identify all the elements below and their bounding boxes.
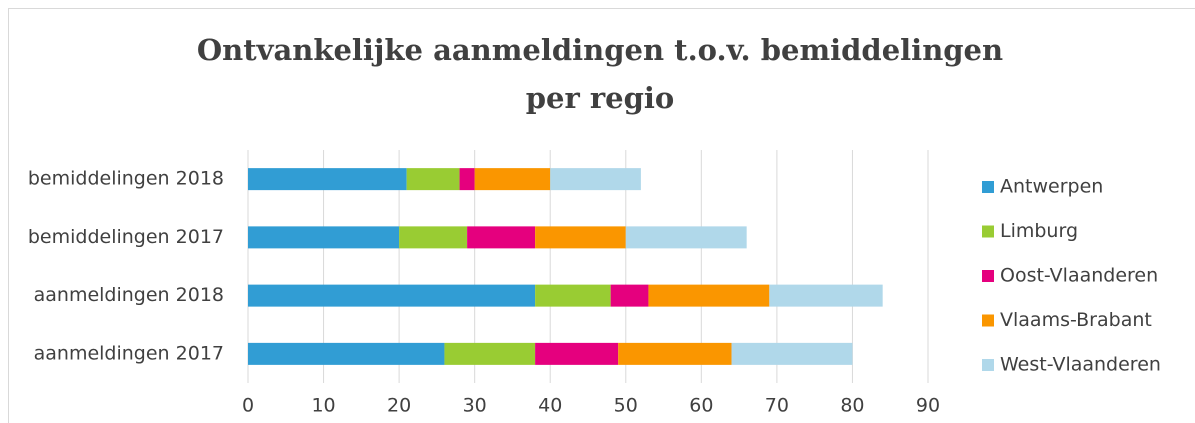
bar-segment [625, 226, 747, 249]
bar-segment [535, 226, 626, 249]
y-tick-label: aanmeldingen 2018 [34, 284, 224, 306]
x-tick-label: 60 [689, 395, 713, 417]
bar-segment [248, 342, 445, 365]
legend-swatch [982, 181, 994, 193]
chart-title: Ontvankelijke aanmeldingen t.o.v. bemidd… [197, 33, 1003, 67]
bar-segment [769, 284, 883, 307]
legend-swatch [982, 270, 994, 282]
legend-label: Vlaams-Brabant [1000, 309, 1152, 331]
chart-border [8, 8, 1195, 423]
bar-segment [248, 284, 536, 307]
bar-segment [474, 168, 551, 191]
bar-segment [459, 168, 475, 191]
bar-segment [550, 168, 641, 191]
bar-segment [535, 284, 611, 307]
bar-segment [648, 284, 770, 307]
bar-segment [467, 226, 536, 249]
legend-swatch [982, 314, 994, 327]
bar-segment [618, 342, 732, 365]
x-tick-label: 90 [916, 395, 940, 417]
x-tick-label: 50 [614, 395, 638, 417]
bar-segment [406, 168, 460, 191]
legend-label: West-Vlaanderen [1000, 354, 1161, 376]
legend-label: Oost-Vlaanderen [1000, 265, 1158, 287]
y-tick-label: aanmeldingen 2017 [34, 342, 224, 364]
y-tick-label: bemiddelingen 2017 [28, 226, 224, 248]
legend-swatch [982, 359, 994, 371]
chart-title: per regio [526, 81, 674, 115]
x-tick-label: 80 [840, 395, 864, 417]
x-tick-label: 70 [765, 395, 789, 417]
bar-segment [248, 226, 400, 249]
x-tick-label: 20 [387, 395, 411, 417]
bar-segment [399, 226, 468, 249]
y-tick-label: bemiddelingen 2018 [28, 168, 224, 190]
legend-label: Antwerpen [1000, 176, 1103, 198]
legend-label: Limburg [1000, 220, 1078, 242]
x-tick-label: 40 [538, 395, 562, 417]
bar-segment [731, 342, 853, 365]
bar-segment [444, 342, 536, 365]
bar-segment [248, 168, 407, 191]
x-tick-label: 30 [463, 395, 487, 417]
bar-segment [610, 284, 649, 307]
x-tick-label: 0 [242, 395, 254, 417]
bar-segment [535, 342, 619, 365]
legend-swatch [982, 225, 994, 238]
x-tick-label: 10 [311, 395, 335, 417]
